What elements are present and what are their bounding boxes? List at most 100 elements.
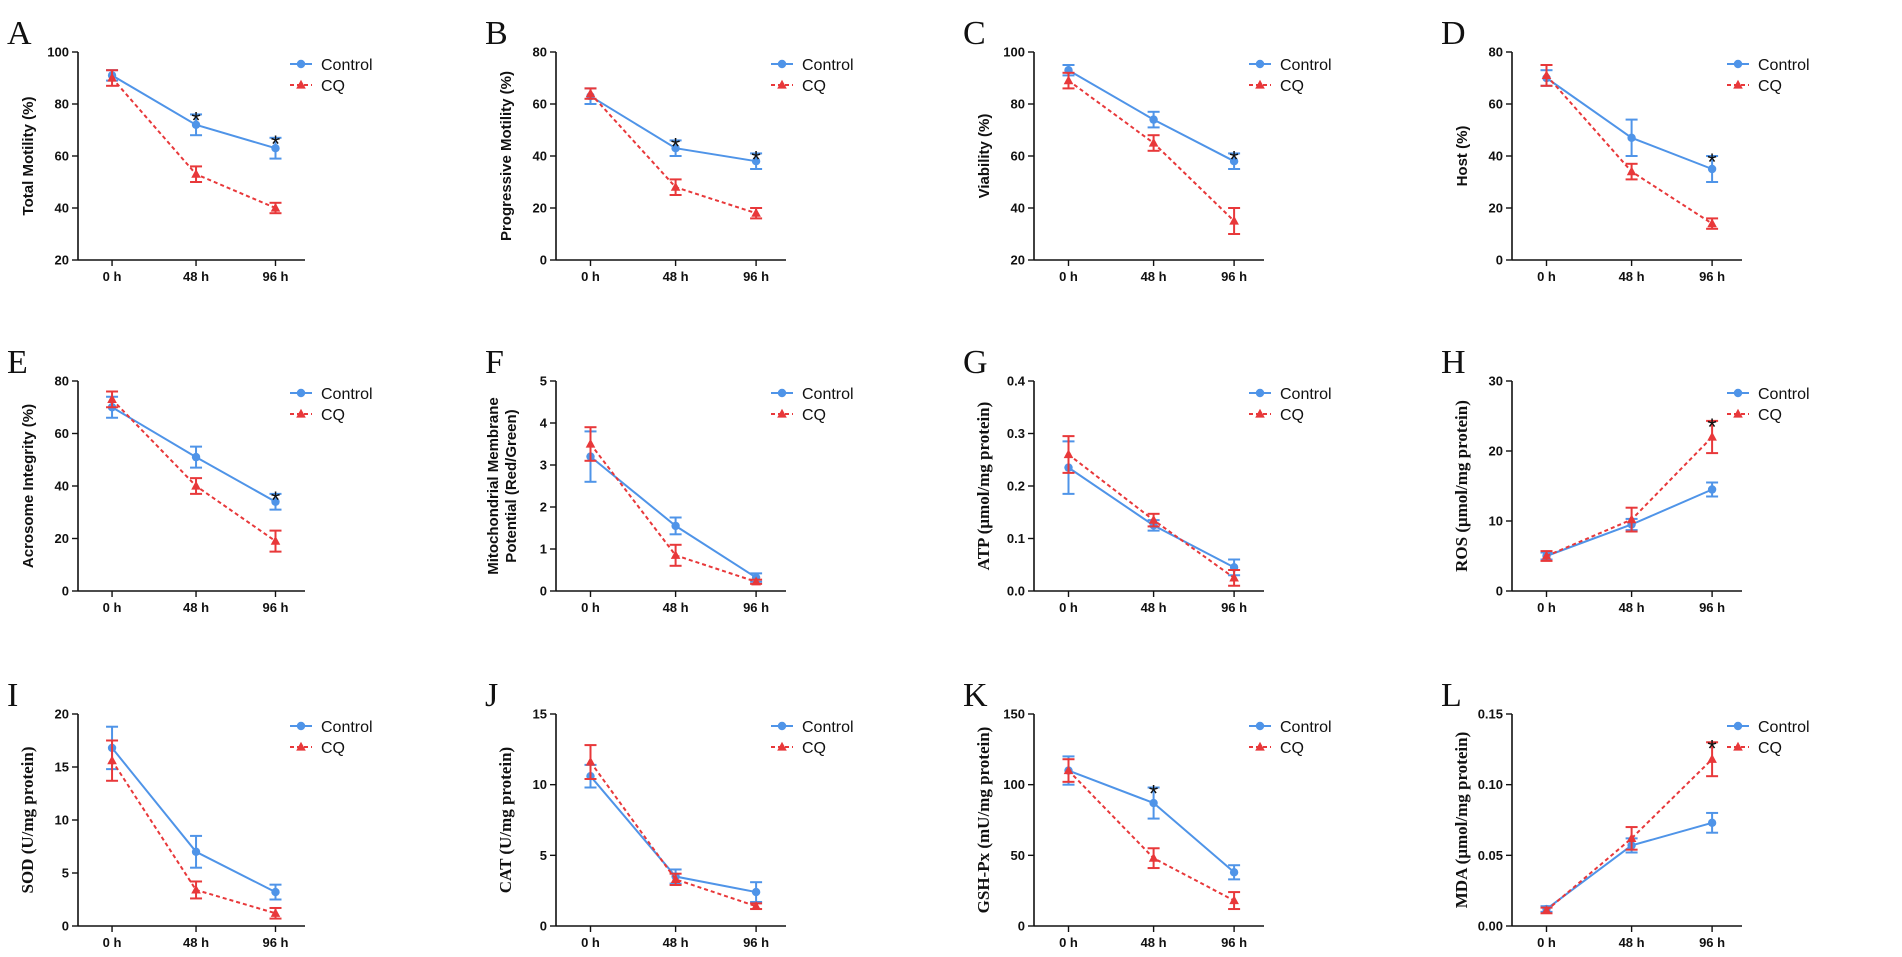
x-tick-label-d: 0 h bbox=[1537, 269, 1556, 284]
x-tick-label-h: 96 h bbox=[1699, 600, 1725, 615]
x-tick-label-e: 96 h bbox=[262, 600, 288, 615]
data-point-cq-b bbox=[751, 208, 761, 217]
significance-star-b: * bbox=[751, 146, 760, 173]
y-axis-label-l: MDA (μmol/mg protein) bbox=[1452, 732, 1471, 908]
series-line-cq-l bbox=[1545, 758, 1713, 912]
legend-label-control-g: Control bbox=[1280, 386, 1332, 403]
y-axis-label-i: SOD (U/mg protein) bbox=[18, 746, 37, 893]
legend-label-control-e: Control bbox=[321, 386, 373, 403]
x-tick-label-j: 96 h bbox=[743, 935, 769, 950]
legend-label-cq-g: CQ bbox=[1280, 407, 1304, 424]
x-tick-label-i: 96 h bbox=[262, 935, 288, 950]
data-point-control-c bbox=[1229, 157, 1239, 166]
legend-marker-control-g bbox=[1255, 388, 1265, 398]
y-tick-label-c: 60 bbox=[1011, 149, 1025, 164]
x-tick-label-l: 96 h bbox=[1699, 935, 1725, 950]
x-tick-label-c: 48 h bbox=[1141, 269, 1167, 284]
data-point-control-f bbox=[671, 521, 680, 531]
significance-star-e: * bbox=[271, 487, 280, 514]
y-tick-label-d: 0 bbox=[1496, 253, 1503, 268]
data-point-control-k bbox=[1149, 798, 1158, 808]
y-axis-label-c: Viability (%) bbox=[976, 114, 993, 199]
significance-star-b: * bbox=[671, 133, 680, 160]
y-tick-label-l: 0.10 bbox=[1478, 777, 1503, 792]
legend-label-cq-e: CQ bbox=[321, 407, 345, 424]
x-tick-label-a: 48 h bbox=[183, 269, 209, 284]
y-tick-label-b: 20 bbox=[533, 201, 547, 216]
data-point-cq-e bbox=[107, 394, 117, 403]
legend-marker-control-f bbox=[777, 388, 787, 398]
y-tick-label-h: 10 bbox=[1489, 514, 1503, 529]
data-point-cq-j bbox=[751, 901, 761, 910]
legend-marker-control-e bbox=[296, 388, 306, 398]
legend-label-control-i: Control bbox=[321, 719, 373, 736]
x-tick-label-l: 0 h bbox=[1537, 935, 1556, 950]
series-line-cq-d bbox=[1545, 74, 1713, 225]
legend-marker-cq-g bbox=[1255, 408, 1265, 418]
legend-label-cq-a: CQ bbox=[321, 78, 345, 95]
y-tick-label-e: 40 bbox=[55, 479, 69, 494]
data-point-cq-j bbox=[585, 756, 596, 766]
data-point-cq-b bbox=[670, 182, 681, 191]
legend-marker-cq-c bbox=[1255, 79, 1265, 89]
panel-l: L 0.00 0.05 0.10 0.15 0 h 48 h 96 h MDA (μmol/mg… bbox=[1441, 677, 1810, 950]
data-point-cq-f bbox=[751, 576, 761, 586]
legend-marker-cq-j bbox=[777, 741, 787, 751]
data-point-cq-k bbox=[1063, 765, 1074, 775]
y-tick-label-i: 10 bbox=[55, 813, 69, 828]
data-point-control-h bbox=[1707, 485, 1717, 494]
panel-k: K 0 50 100 150 0 h 48 h 96 h GSH-Px (mU/mg prote… bbox=[963, 677, 1332, 950]
data-point-control-j bbox=[751, 887, 761, 897]
data-point-cq-f bbox=[670, 550, 681, 559]
y-tick-label-j: 15 bbox=[533, 707, 547, 722]
x-tick-label-e: 48 h bbox=[183, 600, 209, 615]
y-axis-label-e: Acrosome Integrity (%) bbox=[20, 404, 37, 568]
y-tick-label-i: 20 bbox=[55, 707, 69, 722]
panel-j: J 0 5 10 15 0 h 48 h 96 h CAT (U/mg protein) Cont… bbox=[485, 677, 854, 950]
data-point-cq-l bbox=[1541, 905, 1552, 915]
data-point-control-k bbox=[1229, 868, 1239, 877]
panel-label-l: L bbox=[1441, 677, 1462, 714]
legend-label-cq-j: CQ bbox=[802, 740, 826, 757]
y-tick-label-e: 60 bbox=[55, 426, 69, 441]
panel-label-b: B bbox=[485, 15, 508, 52]
legend-label-cq-i: CQ bbox=[321, 740, 345, 757]
legend-marker-cq-f bbox=[777, 408, 787, 418]
y-tick-label-d: 80 bbox=[1489, 45, 1503, 60]
y-axis-label-line2-f: Potential (Red/Green) bbox=[503, 409, 520, 562]
legend-marker-control-d bbox=[1733, 59, 1743, 69]
panel-b: B 0 20 40 60 80 0 h 48 h 96 h Progressive Motilit… bbox=[485, 15, 854, 284]
data-point-control-b bbox=[671, 144, 680, 153]
significance-star-l: * bbox=[1707, 735, 1716, 762]
legend-marker-cq-e bbox=[296, 408, 306, 418]
y-tick-label-j: 5 bbox=[540, 848, 547, 863]
legend-marker-cq-a bbox=[296, 79, 306, 89]
legend-label-control-c: Control bbox=[1280, 57, 1332, 74]
data-point-control-e bbox=[271, 497, 280, 506]
y-axis-label-f: Mitochondrial Membrane bbox=[485, 397, 502, 575]
panel-g: G 0.0 0.1 0.2 0.3 0.4 0 h 48 h 96 h ATP (μmol/mg … bbox=[963, 344, 1332, 615]
panel-e: E 0 20 40 60 80 0 h 48 h 96 h Acrosome Integrity … bbox=[7, 344, 373, 615]
y-axis-label-k: GSH-Px (mU/mg protein) bbox=[974, 727, 993, 914]
y-tick-label-b: 0 bbox=[540, 253, 547, 268]
x-tick-label-j: 48 h bbox=[663, 935, 689, 950]
x-tick-label-j: 0 h bbox=[581, 935, 600, 950]
data-point-cq-g bbox=[1063, 449, 1074, 459]
panel-label-j: J bbox=[485, 677, 498, 714]
legend-label-control-b: Control bbox=[802, 57, 854, 74]
y-tick-label-j: 10 bbox=[533, 777, 547, 792]
x-tick-label-k: 0 h bbox=[1059, 935, 1078, 950]
y-tick-label-d: 20 bbox=[1489, 201, 1503, 216]
legend-marker-cq-h bbox=[1733, 408, 1743, 418]
y-tick-label-i: 5 bbox=[62, 866, 69, 881]
y-tick-label-k: 0 bbox=[1018, 919, 1025, 934]
legend-marker-cq-k bbox=[1255, 741, 1265, 751]
legend-label-control-k: Control bbox=[1280, 719, 1332, 736]
data-point-control-i bbox=[271, 887, 280, 897]
x-tick-label-d: 96 h bbox=[1699, 269, 1725, 284]
data-point-cq-e bbox=[191, 480, 201, 490]
y-tick-label-f: 4 bbox=[540, 416, 548, 431]
y-tick-label-f: 3 bbox=[540, 458, 547, 473]
y-tick-label-g: 0.4 bbox=[1007, 374, 1026, 389]
